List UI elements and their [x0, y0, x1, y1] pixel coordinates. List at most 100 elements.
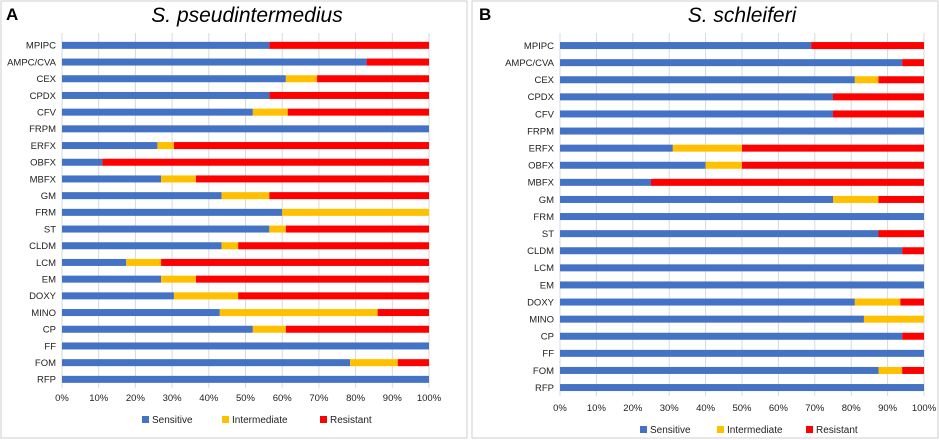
- bar-b-gm-resistant: [878, 195, 924, 203]
- bar-a-gm-resistant: [269, 192, 429, 200]
- category-label-b-5: FRPM: [527, 126, 554, 137]
- x-tick-label-b-6: 60%: [769, 403, 789, 414]
- x-tick-label-b-4: 40%: [696, 403, 716, 414]
- legend-swatch-b-sensitive: [640, 426, 647, 433]
- bar-a-lcm-intermediate: [126, 258, 162, 266]
- category-label-a-6: ERFX: [31, 141, 57, 152]
- x-tick-label-a-2: 20%: [126, 393, 146, 404]
- category-label-b-15: DOXY: [527, 297, 555, 308]
- bar-b-cp-resistant: [902, 332, 924, 340]
- bar-b-cex-resistant: [878, 76, 924, 84]
- category-label-a-5: FRPM: [29, 124, 56, 135]
- category-label-b-8: MBFX: [528, 178, 555, 189]
- panel-b-letter: B: [479, 5, 491, 24]
- x-tick-label-b-2: 20%: [623, 403, 643, 414]
- bar-a-cex-intermediate: [285, 75, 318, 83]
- bar-b-obfx-sensitive: [560, 161, 706, 169]
- bar-b-erfx-resistant: [742, 144, 924, 152]
- category-label-b-19: FOM: [533, 366, 554, 377]
- legend-swatch-a-sensitive: [142, 416, 149, 423]
- bar-b-cpdx-resistant: [833, 93, 924, 101]
- legend-label-a-intermediate: Intermediate: [232, 415, 288, 426]
- bar-a-obfx-resistant: [102, 158, 430, 166]
- bar-b-fom-sensitive: [560, 366, 879, 374]
- x-tick-label-b-3: 30%: [660, 403, 680, 414]
- bar-a-cldm-intermediate: [221, 242, 239, 250]
- bar-a-frm-sensitive: [62, 208, 283, 216]
- category-label-a-13: LCM: [36, 258, 56, 269]
- x-tick-label-a-10: 100%: [417, 393, 442, 404]
- x-tick-label-b-5: 50%: [732, 403, 752, 414]
- bar-a-cp-sensitive: [62, 325, 253, 333]
- category-label-a-15: DOXY: [29, 291, 57, 302]
- bar-b-mbfx-resistant: [651, 178, 924, 186]
- bar-b-em-sensitive: [560, 281, 924, 289]
- bar-b-doxy-intermediate: [854, 298, 901, 306]
- bar-b-gm-sensitive: [560, 195, 833, 203]
- bar-a-erfx-intermediate: [157, 142, 174, 150]
- bar-a-mpipc-sensitive: [62, 41, 270, 49]
- category-label-a-9: GM: [41, 191, 56, 202]
- category-label-b-7: OBFX: [528, 161, 555, 172]
- bar-a-lcm-sensitive: [62, 258, 127, 266]
- bar-b-frm-sensitive: [560, 213, 924, 221]
- x-tick-label-a-6: 60%: [273, 393, 293, 404]
- bar-a-cp-resistant: [285, 325, 429, 333]
- bar-a-em-intermediate: [161, 275, 196, 283]
- bar-a-mbfx-sensitive: [62, 175, 162, 183]
- category-label-b-6: ERFX: [529, 143, 555, 154]
- category-label-a-12: CLDM: [29, 241, 56, 252]
- x-tick-label-a-3: 30%: [163, 393, 183, 404]
- category-label-a-18: FF: [44, 341, 56, 352]
- bar-a-gm-sensitive: [62, 192, 222, 200]
- x-tick-label-a-1: 10%: [89, 393, 109, 404]
- x-tick-label-a-9: 90%: [383, 393, 403, 404]
- category-label-a-2: CEX: [36, 74, 56, 85]
- category-label-a-14: EM: [42, 274, 56, 285]
- bar-b-erfx-sensitive: [560, 144, 673, 152]
- bar-b-obfx-resistant: [742, 161, 924, 169]
- legend-label-b-resistant: Resistant: [816, 425, 858, 436]
- legend-label-a-resistant: Resistant: [330, 415, 372, 426]
- category-label-a-10: FRM: [35, 208, 56, 219]
- bar-a-cfv-resistant: [287, 108, 429, 116]
- x-tick-label-b-7: 70%: [805, 403, 825, 414]
- bar-a-mino-intermediate: [219, 309, 378, 317]
- category-label-b-4: CFV: [535, 109, 555, 120]
- category-label-b-13: LCM: [534, 263, 554, 274]
- bar-b-mpipc-resistant: [811, 42, 924, 50]
- category-label-b-11: ST: [542, 229, 554, 240]
- bar-b-frpm-sensitive: [560, 127, 924, 135]
- x-tick-label-b-10: 100%: [912, 403, 937, 414]
- x-tick-label-b-9: 90%: [878, 403, 898, 414]
- bar-a-st-sensitive: [62, 225, 270, 233]
- category-label-b-10: FRM: [533, 212, 554, 223]
- bar-b-doxy-resistant: [900, 298, 924, 306]
- category-label-b-0: MPIPC: [524, 41, 554, 52]
- legend-label-a-sensitive: Sensitive: [152, 415, 193, 426]
- category-label-b-9: GM: [539, 195, 554, 206]
- bar-b-cldm-sensitive: [560, 247, 903, 255]
- panel-b-title: S. schleiferi: [688, 4, 798, 27]
- category-label-b-12: CLDM: [527, 246, 554, 257]
- bar-a-mino-resistant: [377, 309, 429, 317]
- panel-b: B S. schleiferi 0% 10% 20% 30% 40% 50% 60% 70% 8…: [471, 0, 939, 439]
- bar-a-mbfx-resistant: [195, 175, 429, 183]
- bar-b-fom-intermediate: [878, 366, 903, 374]
- legend-swatch-b-intermediate: [717, 426, 724, 433]
- category-label-a-16: MINO: [31, 308, 56, 319]
- panel-a-title: S. pseudintermedius: [151, 4, 343, 27]
- category-label-a-8: MBFX: [30, 174, 57, 185]
- bar-a-ampc-cva-resistant: [366, 58, 429, 66]
- bar-a-mino-sensitive: [62, 309, 220, 317]
- bar-a-cldm-sensitive: [62, 242, 222, 250]
- bar-a-doxy-sensitive: [62, 292, 174, 300]
- bar-b-cfv-sensitive: [560, 110, 833, 118]
- legend-label-b-intermediate: Intermediate: [727, 425, 783, 436]
- bar-b-cex-intermediate: [854, 76, 879, 84]
- bar-a-em-sensitive: [62, 275, 162, 283]
- bar-b-mbfx-sensitive: [560, 178, 651, 186]
- x-tick-label-a-4: 40%: [199, 393, 219, 404]
- category-label-b-16: MINO: [529, 314, 554, 325]
- bar-b-ampc-cva-resistant: [902, 59, 924, 67]
